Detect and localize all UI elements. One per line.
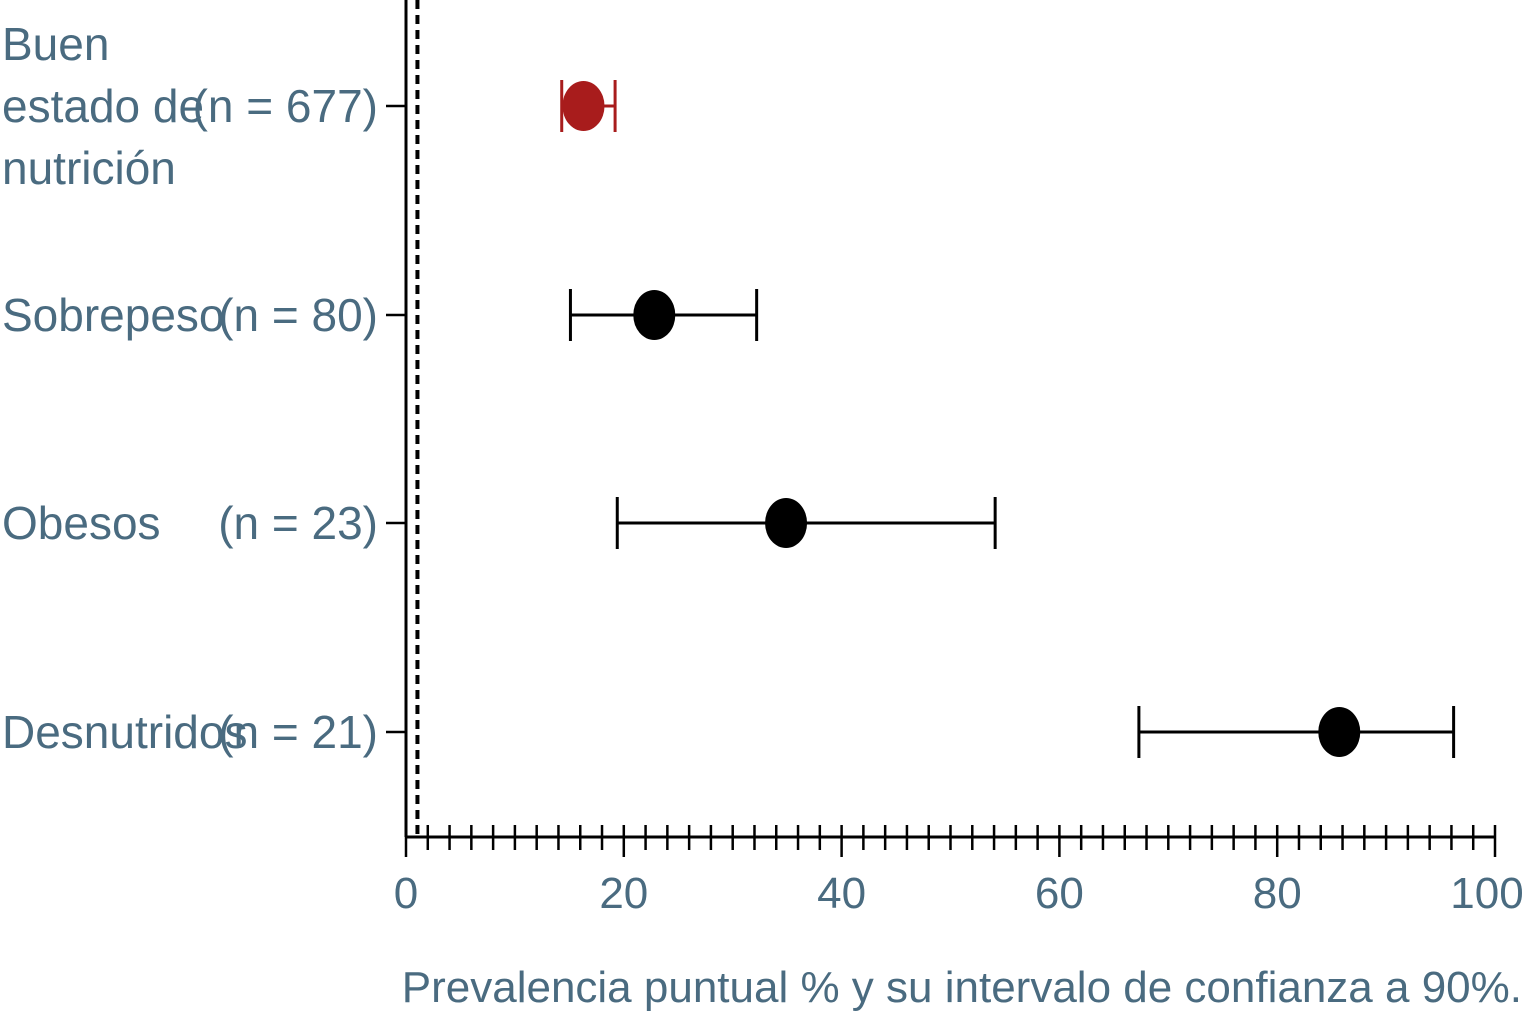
forest-row: Sobrepeso(n = 80)	[2, 289, 759, 341]
x-tick-label: 40	[817, 869, 866, 918]
x-tick-label: 80	[1253, 869, 1302, 918]
x-axis: 0 20 40 60 80 100	[394, 0, 1524, 918]
row-label: nutrición	[2, 142, 176, 194]
row-n-label: (n = 80)	[218, 289, 378, 341]
row-label: Buen	[2, 18, 109, 70]
row-label: Obesos	[2, 497, 161, 549]
row-label: Sobrepeso	[2, 289, 225, 341]
x-tick-label: 20	[599, 869, 648, 918]
x-tick-label: 0	[394, 869, 418, 918]
x-axis-label: Prevalencia puntual % y su intervalo de …	[402, 963, 1522, 1012]
forest-row: Obesos (n = 23)	[2, 497, 997, 549]
row-n-label: (n = 677)	[193, 80, 378, 132]
rows-layer: Buen estado de nutrición (n = 677) Sobrepeso…	[2, 18, 1456, 758]
row-label: Desnutridos	[2, 706, 247, 758]
x-tick-label: 60	[1035, 869, 1084, 918]
row-n-label: (n = 23)	[218, 497, 378, 549]
point-estimate	[1318, 707, 1361, 757]
x-tick-label: 100	[1450, 869, 1523, 918]
row-label: estado de	[2, 80, 204, 132]
point-estimate	[765, 498, 808, 548]
point-estimate	[633, 290, 676, 340]
row-n-label: (n = 21)	[218, 706, 378, 758]
point-estimate	[562, 81, 605, 131]
forest-row: Buen estado de nutrición (n = 677)	[2, 18, 617, 194]
forest-row: Desnutridos(n = 21)	[2, 706, 1456, 758]
